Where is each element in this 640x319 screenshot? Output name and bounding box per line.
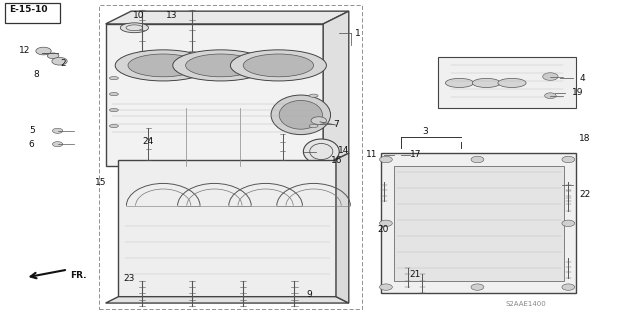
- Ellipse shape: [303, 139, 339, 164]
- Text: FR.: FR.: [70, 271, 87, 280]
- Ellipse shape: [445, 78, 474, 87]
- Text: 17: 17: [410, 150, 421, 159]
- Polygon shape: [106, 297, 349, 303]
- Ellipse shape: [309, 94, 318, 97]
- Ellipse shape: [109, 124, 118, 128]
- Ellipse shape: [109, 93, 118, 96]
- Text: 12: 12: [19, 46, 31, 55]
- Ellipse shape: [230, 50, 326, 81]
- Polygon shape: [381, 153, 576, 293]
- Text: 4: 4: [579, 74, 585, 83]
- Circle shape: [380, 284, 392, 290]
- Text: 9: 9: [306, 290, 312, 299]
- Circle shape: [380, 220, 392, 226]
- Ellipse shape: [109, 77, 118, 80]
- Text: 22: 22: [579, 190, 591, 199]
- Circle shape: [471, 156, 484, 163]
- Ellipse shape: [472, 78, 500, 87]
- Circle shape: [52, 128, 63, 133]
- Text: 10: 10: [133, 11, 145, 20]
- Text: 8: 8: [33, 70, 39, 78]
- Ellipse shape: [279, 100, 323, 129]
- Text: 2: 2: [61, 59, 67, 68]
- Polygon shape: [323, 11, 349, 166]
- Ellipse shape: [186, 54, 256, 77]
- Circle shape: [562, 156, 575, 163]
- Ellipse shape: [115, 50, 211, 81]
- Text: 5: 5: [29, 126, 35, 135]
- Text: 23: 23: [124, 274, 135, 283]
- Text: 1: 1: [355, 29, 361, 38]
- Ellipse shape: [309, 124, 318, 128]
- Circle shape: [471, 284, 484, 290]
- Ellipse shape: [109, 108, 118, 112]
- Polygon shape: [394, 166, 564, 281]
- Ellipse shape: [120, 23, 148, 33]
- Ellipse shape: [243, 54, 314, 77]
- Circle shape: [543, 73, 558, 80]
- Text: S2AAE1400: S2AAE1400: [506, 301, 547, 307]
- Polygon shape: [438, 57, 576, 108]
- Text: 7: 7: [333, 120, 339, 129]
- Text: 16: 16: [331, 156, 342, 165]
- Ellipse shape: [271, 95, 330, 135]
- Circle shape: [545, 93, 556, 99]
- Text: 20: 20: [378, 225, 389, 234]
- Polygon shape: [106, 24, 323, 166]
- Text: 15: 15: [95, 178, 106, 187]
- Text: 11: 11: [366, 150, 378, 159]
- Polygon shape: [336, 153, 349, 303]
- Circle shape: [52, 142, 63, 147]
- Text: 19: 19: [572, 88, 583, 97]
- Ellipse shape: [498, 78, 526, 87]
- Text: 6: 6: [29, 140, 35, 149]
- Circle shape: [47, 53, 59, 59]
- Text: 24: 24: [142, 137, 154, 146]
- Text: 3: 3: [422, 127, 428, 136]
- Text: E-15-10: E-15-10: [10, 5, 48, 14]
- Ellipse shape: [128, 54, 198, 77]
- Polygon shape: [118, 160, 336, 297]
- Text: 18: 18: [579, 134, 591, 143]
- Text: 21: 21: [410, 270, 421, 279]
- Polygon shape: [106, 11, 349, 24]
- Text: 14: 14: [338, 146, 349, 155]
- Circle shape: [311, 117, 326, 124]
- Circle shape: [52, 57, 67, 65]
- Text: 13: 13: [166, 11, 178, 20]
- Circle shape: [36, 47, 51, 55]
- Circle shape: [562, 220, 575, 226]
- Circle shape: [562, 284, 575, 290]
- Ellipse shape: [173, 50, 269, 81]
- Circle shape: [380, 156, 392, 163]
